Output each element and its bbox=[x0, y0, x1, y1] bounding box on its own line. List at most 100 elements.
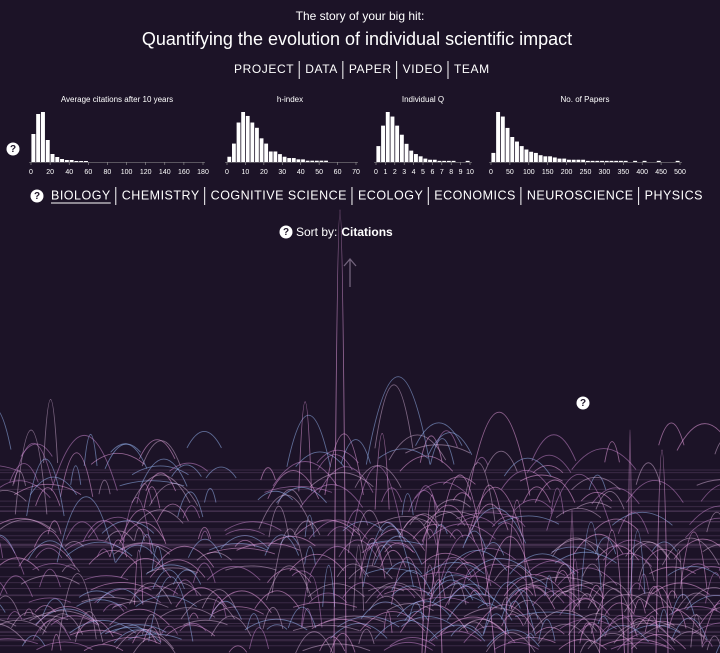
impact-arc bbox=[149, 559, 206, 578]
x-tick-label: 5 bbox=[421, 169, 425, 176]
impact-arc bbox=[484, 450, 518, 472]
impact-arc bbox=[361, 541, 416, 554]
impact-arc bbox=[667, 565, 719, 576]
impact-arc bbox=[550, 539, 607, 555]
impact-arc bbox=[140, 458, 188, 487]
impact-arc bbox=[286, 415, 331, 467]
impact-arc bbox=[577, 593, 597, 608]
x-tick-label: 7 bbox=[440, 169, 444, 176]
help-button[interactable]: ? bbox=[576, 396, 590, 410]
impact-arc bbox=[526, 454, 572, 473]
histogram-bar bbox=[515, 141, 519, 162]
x-tick-label: 20 bbox=[46, 169, 54, 176]
histogram-bar bbox=[310, 160, 315, 162]
impact-arc bbox=[631, 617, 648, 625]
impact-arc bbox=[467, 564, 527, 581]
impact-arc bbox=[183, 619, 228, 626]
impact-arc bbox=[14, 429, 48, 515]
impact-arc bbox=[497, 515, 560, 525]
impact-arc bbox=[535, 570, 566, 576]
impact-arc bbox=[133, 636, 176, 653]
field-link[interactable]: CHEMISTRY bbox=[122, 188, 200, 202]
impact-arc bbox=[435, 511, 478, 518]
histogram-bar bbox=[36, 114, 41, 162]
field-link[interactable]: ECONOMICS bbox=[434, 188, 516, 202]
impact-arc bbox=[102, 603, 125, 612]
tall-arc bbox=[655, 449, 669, 653]
nav-link[interactable]: DATA bbox=[305, 62, 338, 76]
impact-arc bbox=[419, 571, 470, 578]
impact-arc bbox=[374, 433, 390, 510]
field-link[interactable]: PHYSICS bbox=[645, 188, 703, 202]
x-tick-label: 300 bbox=[599, 169, 611, 176]
impact-arc bbox=[706, 635, 720, 651]
x-tick-label: 40 bbox=[65, 169, 73, 176]
sort-value[interactable]: Citations bbox=[341, 225, 393, 239]
impact-arc bbox=[467, 486, 523, 537]
impact-arc bbox=[471, 503, 509, 531]
histogram-bar bbox=[385, 112, 390, 162]
impact-arc bbox=[7, 611, 23, 620]
impact-arc bbox=[359, 611, 426, 632]
nav-link[interactable]: PROJECT bbox=[234, 62, 294, 76]
impact-arc bbox=[640, 623, 706, 638]
impact-arc bbox=[94, 588, 161, 604]
nav-link[interactable]: VIDEO bbox=[403, 62, 443, 76]
nav-link[interactable]: TEAM bbox=[454, 62, 490, 76]
histogram-bar bbox=[491, 152, 496, 162]
impact-arc bbox=[403, 514, 438, 529]
impact-arc bbox=[673, 548, 684, 599]
histogram-bar bbox=[319, 160, 324, 162]
field-link[interactable]: BIOLOGY bbox=[51, 188, 111, 202]
impact-arc bbox=[172, 579, 198, 596]
impact-arc bbox=[177, 491, 204, 518]
impact-arc bbox=[535, 626, 565, 635]
impact-arc bbox=[382, 543, 393, 549]
impact-arc bbox=[467, 411, 531, 496]
impact-arc bbox=[446, 575, 502, 589]
impact-arc bbox=[0, 517, 50, 530]
impact-arc bbox=[302, 643, 371, 652]
histogram-bar bbox=[64, 160, 69, 162]
impact-arc bbox=[69, 620, 137, 634]
impact-arc bbox=[316, 449, 359, 464]
impact-arc bbox=[580, 521, 602, 591]
field-link[interactable]: ECOLOGY bbox=[358, 188, 423, 202]
impact-arc bbox=[131, 465, 189, 476]
impact-arc bbox=[457, 516, 496, 527]
impact-arc bbox=[0, 412, 12, 450]
nav-link[interactable]: PAPER bbox=[349, 62, 392, 76]
impact-arc bbox=[691, 622, 720, 635]
help-button[interactable]: ? bbox=[30, 189, 44, 203]
help-button[interactable]: ? bbox=[6, 142, 20, 156]
help-button[interactable]: ? bbox=[279, 225, 293, 239]
field-link[interactable]: NEUROSCIENCE bbox=[527, 188, 634, 202]
x-tick-label: 100 bbox=[121, 169, 133, 176]
impact-arc bbox=[128, 633, 182, 640]
impact-arc bbox=[307, 583, 365, 598]
histogram-bar bbox=[409, 150, 414, 162]
histogram-title: No. of Papers bbox=[561, 95, 610, 104]
impact-arc bbox=[206, 547, 276, 555]
impact-arc bbox=[595, 625, 649, 643]
field-link[interactable]: COGNITIVE SCIENCE bbox=[211, 188, 347, 202]
histogram-bar bbox=[675, 160, 680, 162]
impact-arc bbox=[295, 519, 361, 536]
impact-arc bbox=[264, 534, 300, 556]
impact-arc bbox=[531, 590, 578, 607]
impact-arc bbox=[29, 476, 78, 495]
impact-arc bbox=[571, 476, 621, 491]
impact-arc bbox=[319, 636, 346, 652]
impact-arc bbox=[32, 620, 71, 641]
impact-arc bbox=[104, 443, 148, 469]
impact-arc bbox=[368, 595, 405, 611]
impact-arc bbox=[289, 554, 345, 572]
x-tick-label: 0 bbox=[225, 169, 229, 176]
impact-arc bbox=[376, 584, 416, 599]
impact-arc bbox=[494, 641, 539, 650]
impact-arc bbox=[76, 599, 122, 607]
x-tick-label: 350 bbox=[617, 169, 629, 176]
impact-arc bbox=[159, 607, 216, 618]
impact-arc bbox=[154, 545, 215, 568]
histogram-bar bbox=[496, 112, 501, 162]
